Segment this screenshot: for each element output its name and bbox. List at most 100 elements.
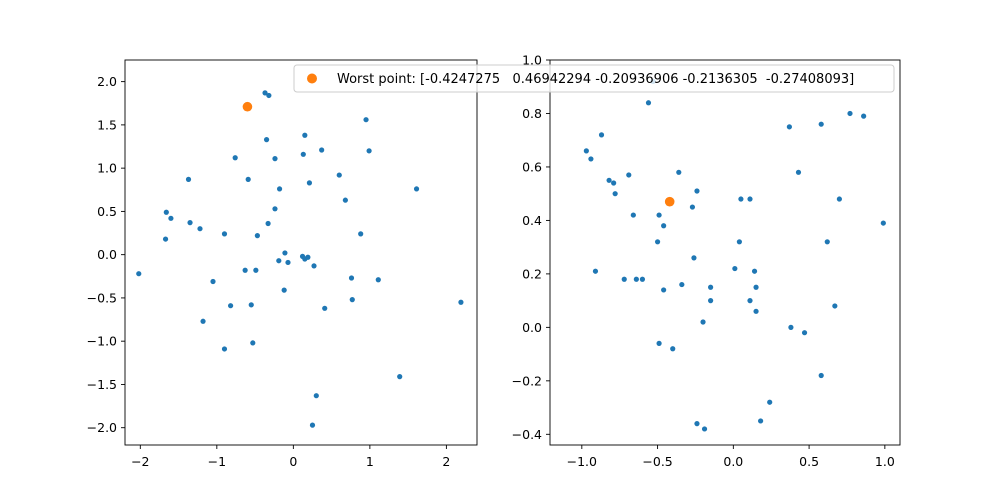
data-point-0-32	[305, 254, 311, 260]
data-point-0-6	[197, 226, 203, 232]
y-tick-label-0-8: 2.0	[97, 74, 117, 89]
data-point-0-27	[282, 250, 288, 256]
y-tick-label-1-6: 0.8	[522, 106, 542, 121]
x-tick-label-0-3: 1	[366, 454, 374, 469]
data-point-0-16	[250, 340, 256, 346]
x-tick-label-1-0: −1.0	[567, 454, 597, 469]
data-point-0-29	[285, 259, 291, 266]
data-point-0-15	[248, 302, 254, 308]
y-tick-label-0-1: −1.5	[87, 377, 117, 392]
data-point-1-4	[606, 177, 612, 183]
left-scatter-panel: −2 −1 0 1 2 −2.0 −1.5 −1.0 −0.5 0.0 0.5 1.0 1.5 2.0	[87, 59, 478, 469]
data-point-0-38	[309, 422, 316, 428]
data-point-1-48	[836, 196, 842, 202]
data-point-1-50	[861, 113, 867, 119]
data-point-0-7	[200, 318, 206, 324]
y-tick-label-0-7: 1.5	[97, 117, 117, 132]
data-point-1-1	[588, 156, 594, 162]
data-point-1-45	[818, 372, 824, 379]
x-tick-label-1-4: 1.0	[875, 454, 895, 469]
data-point-0-44	[349, 297, 355, 303]
y-tick-label-0-2: −1.0	[87, 334, 117, 349]
data-point-1-46	[824, 239, 830, 245]
data-point-0-40	[322, 305, 328, 311]
data-point-1-51	[880, 220, 886, 226]
data-point-1-38	[758, 418, 764, 424]
legend-box	[293, 64, 895, 93]
data-point-0-4	[185, 176, 192, 182]
right-scatter-panel: −1.0 −0.5 0.0 0.5 1.0 −0.4 −0.2 0.0 0.2 0.4 0.6 0.8…	[512, 53, 901, 469]
y-tick-label-1-3: 0.2	[522, 266, 542, 281]
data-point-1-2	[592, 268, 599, 274]
data-point-0-3	[162, 236, 169, 242]
data-point-1-17	[661, 223, 667, 229]
data-point-1-15	[654, 239, 661, 245]
data-point-0-14	[245, 176, 251, 182]
data-point-0-45	[358, 231, 364, 237]
data-point-0-46	[363, 117, 369, 123]
data-point-1-7	[621, 276, 627, 282]
data-point-0-13	[242, 267, 248, 273]
data-point-1-14	[656, 212, 662, 218]
data-point-0-33	[302, 132, 308, 138]
data-point-0-11	[228, 303, 234, 309]
data-point-0-22	[265, 220, 271, 227]
data-point-0-9	[221, 231, 228, 237]
y-tick-label-1-1: −0.2	[512, 373, 542, 388]
data-point-0-1	[163, 209, 169, 215]
data-point-1-41	[788, 324, 794, 330]
data-point-0-42	[342, 197, 348, 203]
data-point-0-35	[306, 180, 313, 186]
data-point-1-10	[633, 276, 639, 282]
data-point-1-42	[795, 169, 802, 175]
data-point-1-16	[656, 340, 662, 346]
data-point-0-25	[276, 186, 283, 192]
legend: Worst point: [-0.4247275 0.46942294 -0.2…	[293, 64, 895, 93]
axes-frame-1	[549, 59, 901, 446]
y-tick-label-0-5: 0.5	[97, 204, 117, 219]
data-point-0-5	[187, 220, 193, 226]
data-point-0-43	[348, 275, 355, 281]
data-point-1-26	[700, 319, 706, 325]
data-point-1-24	[694, 188, 700, 194]
data-point-0-51	[458, 299, 464, 305]
x-tick-label-0-4: 2	[442, 454, 450, 469]
data-point-1-8	[626, 172, 632, 178]
data-point-1-19	[670, 346, 676, 352]
data-point-1-25	[694, 421, 700, 427]
worst-point-0-0	[242, 101, 253, 112]
y-tick-label-1-4: 0.4	[522, 213, 542, 228]
data-point-0-39	[319, 147, 325, 153]
data-point-1-29	[708, 298, 714, 304]
x-tick-label-1-1: −0.5	[642, 454, 672, 469]
axes-frame-0	[124, 59, 478, 446]
y-tick-label-0-6: 1.0	[97, 161, 117, 176]
data-point-1-3	[598, 132, 605, 138]
data-point-0-2	[168, 215, 174, 221]
x-tick-label-0-1: −1	[208, 454, 226, 469]
data-point-0-36	[311, 263, 317, 269]
data-point-1-37	[753, 308, 759, 314]
data-point-1-47	[832, 303, 838, 309]
data-point-1-12	[645, 100, 652, 106]
data-point-0-17	[253, 267, 259, 273]
data-point-1-35	[751, 268, 758, 274]
data-point-1-0	[583, 148, 589, 154]
data-point-0-23	[272, 156, 278, 162]
data-point-1-40	[786, 124, 792, 130]
data-point-1-28	[708, 284, 714, 290]
data-point-1-32	[738, 196, 744, 202]
data-point-0-8	[210, 278, 216, 285]
data-point-0-28	[281, 287, 287, 293]
y-tick-label-0-0: −2.0	[87, 420, 117, 435]
y-tick-label-1-2: 0.0	[522, 320, 542, 335]
data-point-1-20	[676, 169, 682, 175]
data-point-1-30	[732, 265, 738, 272]
data-point-1-31	[736, 239, 742, 245]
data-point-0-50	[413, 186, 420, 192]
data-point-1-5	[611, 180, 617, 186]
legend-label: Worst point: [-0.4247275 0.46942294 -0.2…	[337, 72, 854, 87]
data-point-0-19	[262, 90, 268, 96]
y-tick-label-0-4: 0.0	[97, 247, 117, 262]
data-point-0-18	[254, 233, 260, 239]
